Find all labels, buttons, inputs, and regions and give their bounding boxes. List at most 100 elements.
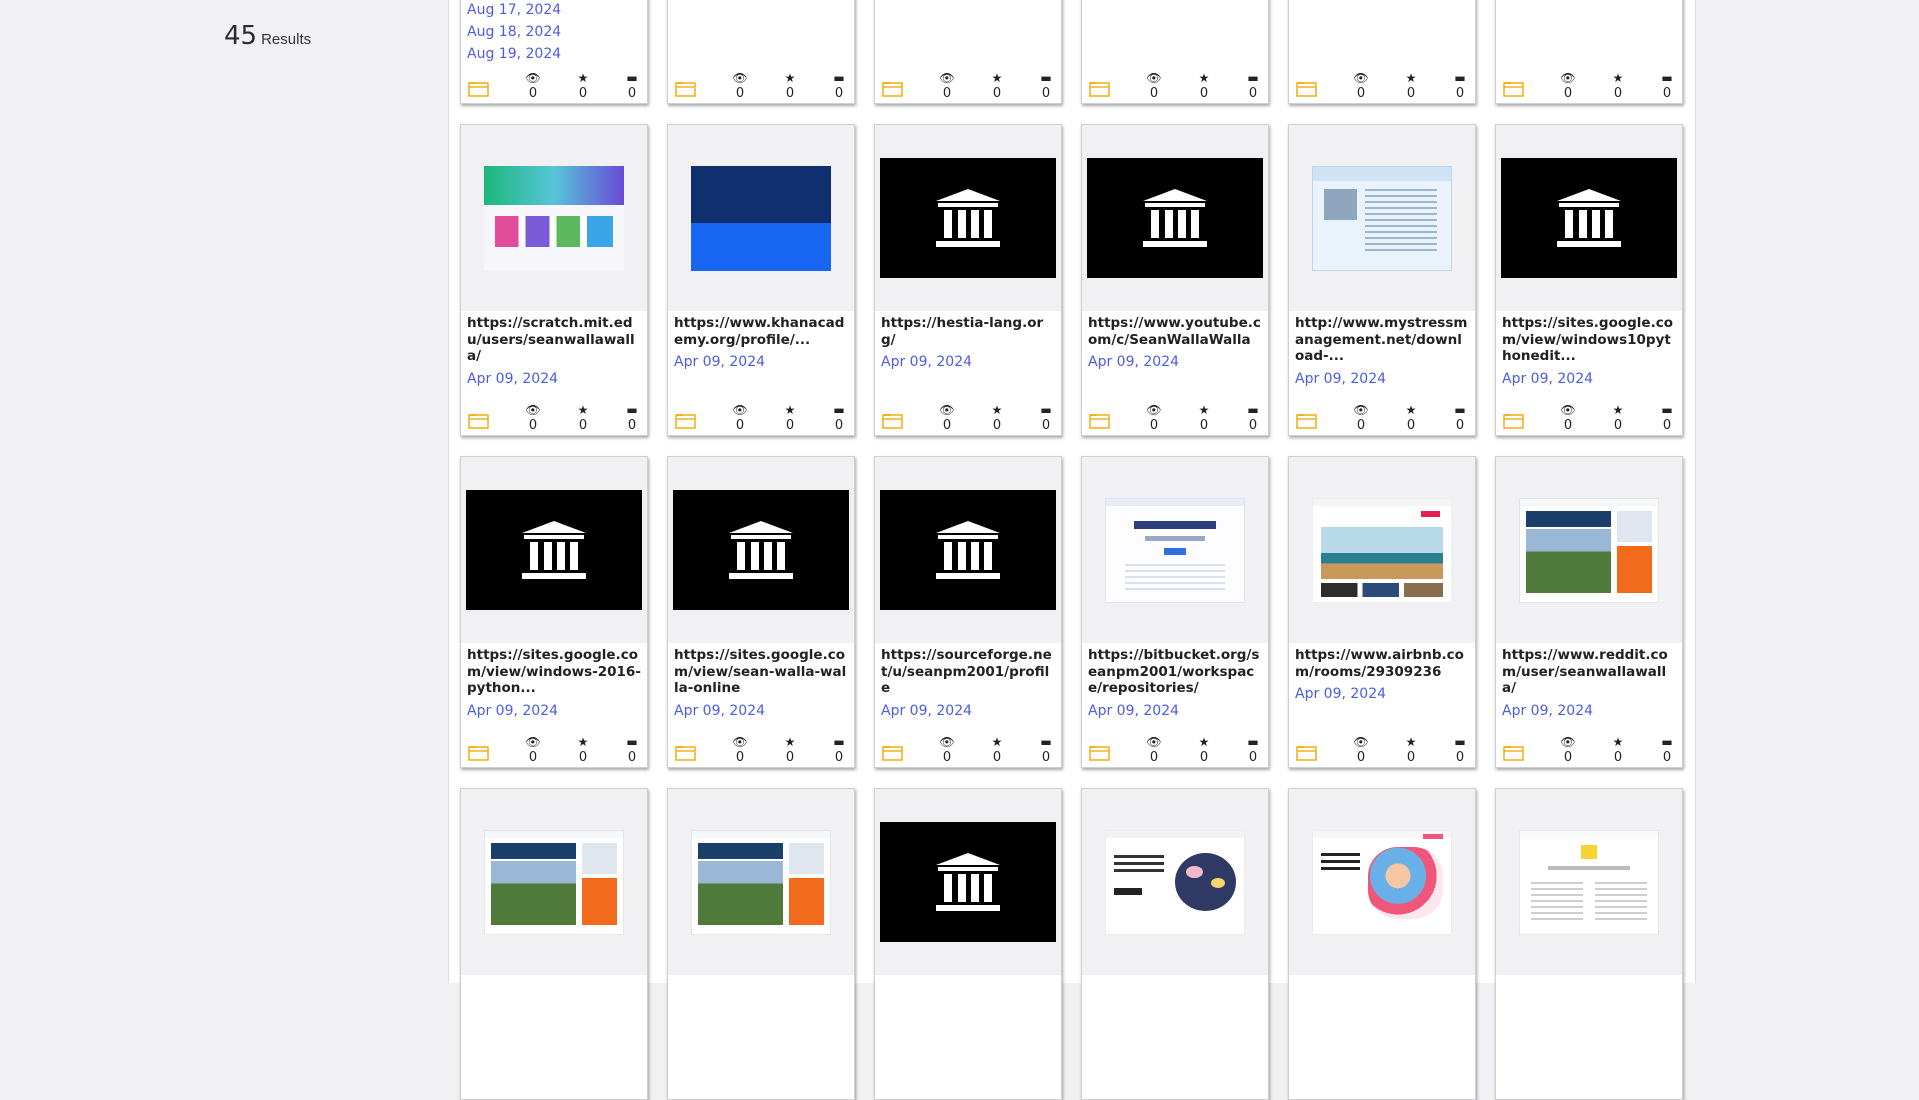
- capture-date[interactable]: Apr 09, 2024: [881, 702, 973, 719]
- capture-url[interactable]: https://sites.google.com/view/windows-20…: [467, 647, 641, 696]
- card-thumbnail[interactable]: [668, 457, 854, 643]
- card-thumbnail[interactable]: [875, 457, 1061, 643]
- capture-url[interactable]: http://www.mystressmanagement.net/downlo…: [1295, 315, 1468, 364]
- capture-date[interactable]: Apr 09, 2024: [1295, 686, 1387, 702]
- folder-icon[interactable]: [1296, 413, 1317, 429]
- screenshot-khanacademy: [691, 165, 831, 271]
- card-stats: 👁 0 ★ 0 ▬ 0: [1289, 399, 1475, 435]
- card-thumbnail[interactable]: [668, 125, 854, 311]
- capture-date[interactable]: Apr 09, 2024: [1502, 370, 1594, 387]
- folder-icon[interactable]: [468, 413, 489, 429]
- views-count: 0: [528, 750, 538, 765]
- capture-date[interactable]: Apr 09, 2024: [467, 370, 559, 387]
- card-thumbnail[interactable]: [1082, 789, 1268, 975]
- comments-count: 0: [1662, 750, 1672, 765]
- result-card[interactable]: [1081, 788, 1269, 1100]
- result-card[interactable]: https://www.airbnb.com/rooms/29309236 Ap…: [1288, 456, 1476, 768]
- capture-url[interactable]: https://bitbucket.org/seanpm2001/workspa…: [1088, 647, 1260, 696]
- capture-date[interactable]: Aug 17, 2024: [467, 2, 562, 18]
- capture-date[interactable]: Apr 09, 2024: [1502, 702, 1594, 719]
- result-card[interactable]: https://sites.google.com/view/windows10p…: [1495, 124, 1683, 436]
- folder-icon[interactable]: [675, 81, 696, 97]
- card-thumbnail[interactable]: [875, 125, 1061, 311]
- card-thumbnail[interactable]: [1082, 125, 1268, 311]
- result-card[interactable]: 👁 0 ★ 0 ▬ 0: [1495, 0, 1683, 104]
- capture-url[interactable]: https://sites.google.com/view/windows10p…: [1502, 315, 1673, 364]
- result-card[interactable]: https://sites.google.com/view/windows-20…: [460, 456, 648, 768]
- card-thumbnail[interactable]: [461, 789, 647, 975]
- card-thumbnail[interactable]: [461, 457, 647, 643]
- folder-icon[interactable]: [1089, 413, 1110, 429]
- card-thumbnail[interactable]: [1496, 789, 1682, 975]
- card-thumbnail[interactable]: [1496, 125, 1682, 311]
- card-thumbnail[interactable]: [1496, 457, 1682, 643]
- capture-date[interactable]: Apr 09, 2024: [1295, 370, 1387, 387]
- folder-icon[interactable]: [1503, 745, 1524, 761]
- folder-icon[interactable]: [468, 745, 489, 761]
- capture-url[interactable]: https://sourceforge.net/u/seanpm2001/pro…: [881, 647, 1052, 696]
- card-thumbnail[interactable]: [1289, 457, 1475, 643]
- result-card[interactable]: https://sites.google.com/view/sean-walla…: [667, 456, 855, 768]
- capture-url[interactable]: https://scratch.mit.edu/users/seanwallaw…: [467, 315, 635, 364]
- result-card[interactable]: [460, 788, 648, 1100]
- result-card[interactable]: http://www.mystressmanagement.net/downlo…: [1288, 124, 1476, 436]
- result-card[interactable]: [1495, 788, 1683, 1100]
- capture-date[interactable]: Aug 19, 2024: [467, 46, 562, 62]
- folder-icon[interactable]: [882, 81, 903, 97]
- favorites-stat: ★ 0: [983, 402, 1011, 433]
- capture-url[interactable]: https://hestia-lang.org/: [881, 315, 1044, 348]
- result-card[interactable]: 👁 0 ★ 0 ▬ 0: [1288, 0, 1476, 104]
- capture-url[interactable]: https://sites.google.com/view/sean-walla…: [674, 647, 847, 696]
- capture-url[interactable]: https://www.youtube.com/c/SeanWallaWalla: [1088, 315, 1261, 348]
- capture-url[interactable]: https://www.reddit.com/user/seanwallawal…: [1502, 647, 1668, 696]
- result-card[interactable]: Aug 17, 2024 Aug 18, 2024 Aug 19, 2024 👁…: [460, 0, 648, 104]
- card-thumbnail[interactable]: [1289, 125, 1475, 311]
- capture-date[interactable]: Apr 09, 2024: [467, 702, 559, 719]
- result-card[interactable]: 👁 0 ★ 0 ▬ 0: [874, 0, 1062, 104]
- folder-icon[interactable]: [882, 413, 903, 429]
- card-thumbnail[interactable]: [1082, 457, 1268, 643]
- screenshot-document: [1519, 829, 1659, 935]
- result-card[interactable]: [667, 788, 855, 1100]
- capture-date[interactable]: Aug 18, 2024: [467, 24, 562, 40]
- eye-icon: 👁: [939, 735, 955, 749]
- favorites-count: 0: [1613, 418, 1623, 433]
- folder-icon[interactable]: [675, 413, 696, 429]
- favorites-count: 0: [785, 418, 795, 433]
- result-card[interactable]: https://www.youtube.com/c/SeanWallaWalla…: [1081, 124, 1269, 436]
- comments-stat: ▬ 0: [1446, 402, 1474, 433]
- archive-building-icon: [936, 853, 1000, 911]
- comments-stat: ▬ 0: [618, 70, 646, 101]
- folder-icon[interactable]: [1089, 81, 1110, 97]
- favorites-stat: ★ 0: [1604, 402, 1632, 433]
- result-card[interactable]: https://sourceforge.net/u/seanpm2001/pro…: [874, 456, 1062, 768]
- result-card[interactable]: https://www.khanacademy.org/profile/... …: [667, 124, 855, 436]
- capture-date[interactable]: Apr 09, 2024: [1088, 702, 1180, 719]
- folder-icon[interactable]: [1503, 81, 1524, 97]
- result-card[interactable]: 👁 0 ★ 0 ▬ 0: [667, 0, 855, 104]
- result-card[interactable]: [1288, 788, 1476, 1100]
- capture-url[interactable]: https://www.airbnb.com/rooms/29309236: [1295, 647, 1464, 680]
- card-thumbnail[interactable]: [875, 789, 1061, 975]
- result-card[interactable]: https://hestia-lang.org/ Apr 09, 2024 👁 0…: [874, 124, 1062, 436]
- folder-icon[interactable]: [675, 745, 696, 761]
- card-thumbnail[interactable]: [668, 789, 854, 975]
- capture-url[interactable]: https://www.khanacademy.org/profile/...: [674, 315, 845, 348]
- result-card[interactable]: [874, 788, 1062, 1100]
- capture-date[interactable]: Apr 09, 2024: [1088, 354, 1180, 370]
- capture-date[interactable]: Apr 09, 2024: [881, 354, 973, 370]
- folder-icon[interactable]: [1296, 745, 1317, 761]
- result-card[interactable]: https://scratch.mit.edu/users/seanwallaw…: [460, 124, 648, 436]
- card-thumbnail[interactable]: [1289, 789, 1475, 975]
- folder-icon[interactable]: [468, 81, 489, 97]
- capture-date[interactable]: Apr 09, 2024: [674, 702, 766, 719]
- folder-icon[interactable]: [882, 745, 903, 761]
- capture-date[interactable]: Apr 09, 2024: [674, 354, 766, 370]
- card-thumbnail[interactable]: [461, 125, 647, 311]
- result-card[interactable]: https://www.reddit.com/user/seanwallawal…: [1495, 456, 1683, 768]
- folder-icon[interactable]: [1503, 413, 1524, 429]
- result-card[interactable]: https://bitbucket.org/seanpm2001/workspa…: [1081, 456, 1269, 768]
- result-card[interactable]: 👁 0 ★ 0 ▬ 0: [1081, 0, 1269, 104]
- folder-icon[interactable]: [1089, 745, 1110, 761]
- folder-icon[interactable]: [1296, 81, 1317, 97]
